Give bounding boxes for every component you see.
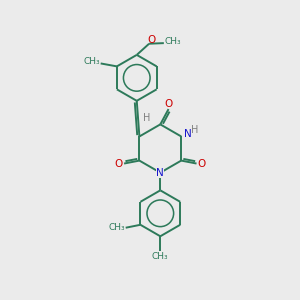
Text: CH₃: CH₃ — [164, 37, 181, 46]
Text: N: N — [184, 129, 192, 139]
Text: O: O — [147, 35, 155, 45]
Text: H: H — [142, 113, 150, 123]
Text: CH₃: CH₃ — [109, 223, 125, 232]
Text: CH₃: CH₃ — [152, 252, 169, 261]
Text: O: O — [115, 158, 123, 169]
Text: O: O — [198, 158, 206, 169]
Text: N: N — [156, 168, 164, 178]
Text: CH₃: CH₃ — [83, 58, 100, 67]
Text: H: H — [191, 125, 199, 135]
Text: O: O — [164, 99, 173, 109]
